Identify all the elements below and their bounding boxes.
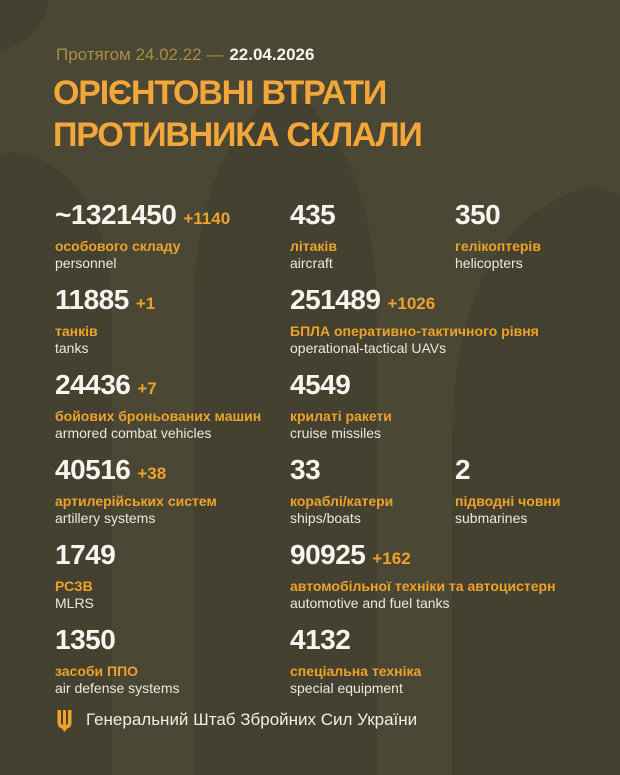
footer: Генеральний Штаб Збройних Сил України xyxy=(56,705,417,735)
stat-label-en: armored combat vehicles xyxy=(55,425,212,441)
stat-label-ua: бойових броньованих машин xyxy=(55,408,262,424)
stat-value: 2 xyxy=(455,454,471,485)
stat-label-en: automotive and fuel tanks xyxy=(290,595,450,611)
stat-label-ua: крилаті ракети xyxy=(290,408,392,424)
watermark-shell-center xyxy=(193,84,377,775)
stat-label-en: helicopters xyxy=(455,255,523,271)
stat-vehicles-fuel-tanks: 90925 +162 автомобільної техніки та автоц… xyxy=(290,540,600,625)
stat-value: 40516 xyxy=(55,454,131,485)
stat-personnel: ~1321450 +1140 особового складу personnel xyxy=(55,200,290,285)
stat-uavs: 251489 +1026 БПЛА оперативно-тактичного р… xyxy=(290,285,600,370)
stat-label-en: aircraft xyxy=(290,255,333,271)
period-prefix: Протягом 24.02.22 — xyxy=(56,45,224,64)
stat-tanks: 11885 +1 танків tanks xyxy=(55,285,290,370)
stat-value: 4549 xyxy=(290,369,351,400)
stat-value: 435 xyxy=(290,199,336,230)
source-label: Генеральний Штаб Збройних Сил України xyxy=(86,710,418,729)
stat-artillery: 40516 +38 артилерійських систем artillery… xyxy=(55,455,290,540)
page-title: ОРІЄНТОВНІ ВТРАТИ ПРОТИВНИКА СКЛАЛИ xyxy=(53,72,423,156)
stat-label-en: special equipment xyxy=(290,680,403,696)
stat-submarines: 2 підводні човни submarines xyxy=(455,455,600,540)
stat-label-ua: літаків xyxy=(290,238,337,254)
stat-value: 4132 xyxy=(290,624,351,655)
stats-grid: ~1321450 +1140 особового складу personnel… xyxy=(55,200,600,710)
stat-delta: +162 xyxy=(372,549,411,568)
stat-value: 1749 xyxy=(55,539,116,570)
title-line-1: ОРІЄНТОВНІ ВТРАТИ xyxy=(53,74,387,112)
stat-label-en: submarines xyxy=(455,510,528,526)
stat-label-en: operational-tactical UAVs xyxy=(290,340,447,356)
stat-label-ua: БПЛА оперативно-тактичного рівня xyxy=(290,323,539,339)
stat-label-ua: особового складу xyxy=(55,238,181,254)
stat-label-en: artillery systems xyxy=(55,510,156,526)
stat-label-ua: РСЗВ xyxy=(55,578,93,594)
watermark-shell-left xyxy=(0,152,112,775)
watermark-corner-circle xyxy=(0,0,50,51)
stat-label-ua: автомобільної техніки та автоцистерн xyxy=(290,578,556,594)
stat-label-ua: засоби ППО xyxy=(55,663,139,679)
stat-armored-vehicles: 24436 +7 бойових броньованих машин armore… xyxy=(55,370,290,455)
stat-delta: +1026 xyxy=(387,294,436,313)
stat-cruise-missiles: 4549 крилаті ракети cruise missiles xyxy=(290,370,600,455)
stat-delta: +7 xyxy=(137,379,157,398)
stat-label-en: cruise missiles xyxy=(290,425,382,441)
stat-label-ua: танків xyxy=(55,323,98,339)
stat-value: 24436 xyxy=(55,369,131,400)
stat-delta: +1140 xyxy=(183,209,231,228)
stat-value: 251489 xyxy=(290,284,381,315)
stat-label-en: ships/boats xyxy=(290,510,361,526)
stat-label-ua: артилерійських систем xyxy=(55,493,217,509)
stat-aircraft: 435 літаків aircraft xyxy=(290,200,455,285)
watermark-shell-right xyxy=(452,186,620,775)
stat-value: 350 xyxy=(455,199,501,230)
stat-special-equipment: 4132 спеціальна техніка special equipmen… xyxy=(290,625,600,710)
stat-delta: +1 xyxy=(135,294,156,313)
stat-label-en: personnel xyxy=(55,255,117,271)
stat-label-en: air defense systems xyxy=(55,680,180,696)
title-line-2: ПРОТИВНИКА СКЛАЛИ xyxy=(53,116,423,154)
period-end-date: 22.04.2026 xyxy=(229,45,315,64)
stat-air-defense: 1350 засоби ППО air defense systems xyxy=(55,625,290,710)
stat-mlrs: 1749 РСЗВ MLRS xyxy=(55,540,290,625)
stat-ships: 33 кораблі/катери ships/boats xyxy=(290,455,455,540)
stat-value: 90925 xyxy=(290,539,366,570)
stat-value: ~1321450 xyxy=(55,199,177,230)
stat-label-en: MLRS xyxy=(55,595,94,611)
stat-value: 33 xyxy=(290,454,321,485)
period-line: Протягом 24.02.22 — 22.04.2026 xyxy=(56,44,314,65)
stat-value: 11885 xyxy=(55,284,129,315)
stat-label-en: tanks xyxy=(55,340,89,356)
stat-delta: +38 xyxy=(137,464,167,483)
stat-helicopters: 350 гелікоптерів helicopters xyxy=(455,200,600,285)
stat-label-ua: спеціальна техніка xyxy=(290,663,422,679)
stat-value: 1350 xyxy=(55,624,116,655)
stat-label-ua: гелікоптерів xyxy=(455,238,541,254)
trident-icon xyxy=(57,709,72,732)
stat-label-ua: підводні човни xyxy=(455,493,561,509)
stat-label-ua: кораблі/катери xyxy=(290,493,394,509)
